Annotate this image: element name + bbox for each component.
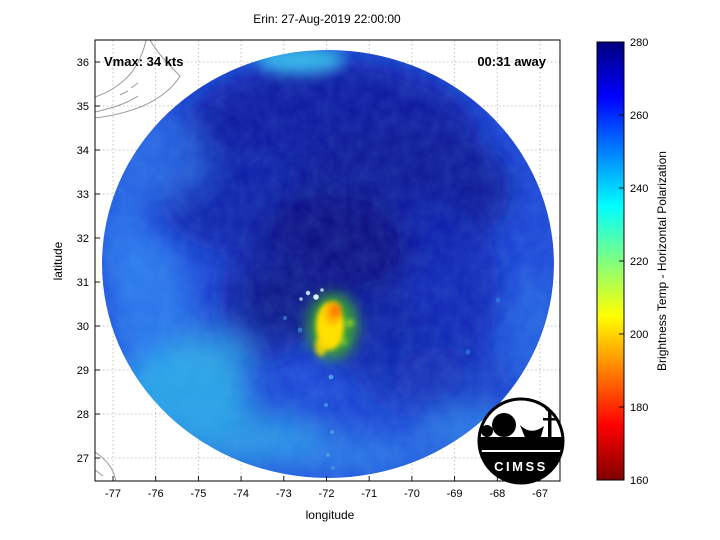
cimss-logo-ring <box>477 397 565 485</box>
y-tick-label: 34 <box>77 145 89 157</box>
x-tick-label: -70 <box>404 488 420 500</box>
y-tick-labels: 36 35 34 33 32 31 30 29 28 27 <box>77 57 89 465</box>
storm-swath-speckles <box>283 288 501 470</box>
x-tick-label: -71 <box>361 488 377 500</box>
colorbar-tick-label: 180 <box>630 402 648 414</box>
x-tick-label: -75 <box>190 488 206 500</box>
y-tick-label: 36 <box>77 57 89 69</box>
y-tick-label: 33 <box>77 189 89 201</box>
time-away-annotation: 00:31 away <box>477 54 546 69</box>
figure-title: Erin: 27-Aug-2019 22:00:00 <box>253 12 401 26</box>
colorbar-tick-label: 240 <box>630 183 648 195</box>
small-dome-icon <box>481 425 493 437</box>
plot-frame <box>94 39 561 482</box>
y-tick-label: 28 <box>77 409 89 421</box>
x-tick-label: -69 <box>447 488 463 500</box>
coastline <box>95 40 181 481</box>
colorbar-ticks <box>619 41 624 481</box>
x-tick-label: -67 <box>532 488 548 500</box>
cimss-logo-text: CIMSS <box>494 459 548 474</box>
colorbar-tick-label: 220 <box>630 256 648 268</box>
y-axis-label: latitude <box>51 241 65 280</box>
x-tick-label: -77 <box>105 488 121 500</box>
vmax-annotation: Vmax: 34 kts <box>104 54 184 69</box>
convective-hotspot-core <box>315 301 354 356</box>
x-tick-label: -76 <box>148 488 164 500</box>
colorbar-tick-label: 280 <box>630 37 648 49</box>
x-axis-label: longitude <box>306 508 355 522</box>
y-tick-label: 29 <box>77 365 89 377</box>
tower-icon <box>548 410 552 440</box>
colorbar-tick-label: 200 <box>630 329 648 341</box>
colorbar-tick-label: 160 <box>630 475 648 487</box>
y-tick-label: 27 <box>77 453 89 465</box>
y-tick-label: 30 <box>77 321 89 333</box>
colorbar-tick-label: 260 <box>630 110 648 122</box>
y-tick-label: 32 <box>77 233 89 245</box>
x-tick-label: -73 <box>276 488 292 500</box>
storm-swath-texture <box>102 50 554 478</box>
y-tick-label: 31 <box>77 277 89 289</box>
colorbar-axis-label: Brightness Temp - Horizontal Polarizatio… <box>655 151 669 371</box>
x-tick-label: -74 <box>233 488 249 500</box>
storm-swath <box>102 50 554 478</box>
satellite-dish-icon <box>520 425 544 440</box>
axis-ticks <box>95 61 541 481</box>
x-tick-label: -72 <box>319 488 335 500</box>
radome-icon <box>492 413 516 437</box>
colorbar: 280 260 240 220 200 180 160 Brightness T… <box>596 37 669 487</box>
y-tick-label: 35 <box>77 101 89 113</box>
x-tick-label: -68 <box>489 488 505 500</box>
x-tick-labels: -77 -76 -75 -74 -73 -72 -71 -70 -69 -68 … <box>105 488 548 500</box>
